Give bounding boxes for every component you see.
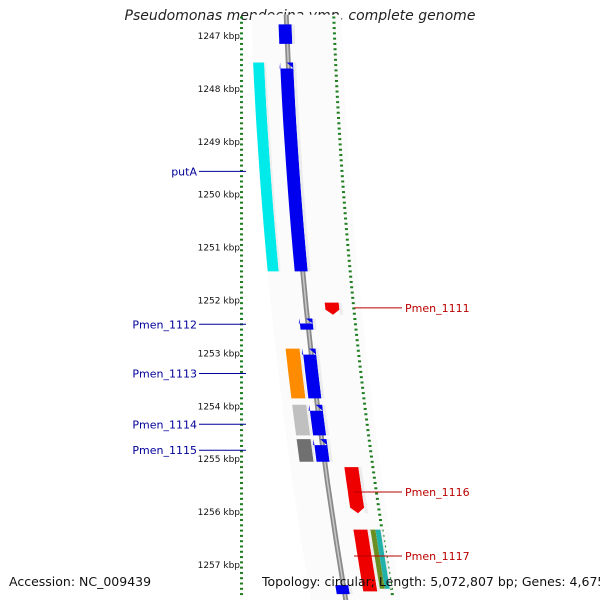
feature-block (375, 529, 390, 589)
gene-arrow-reverse (344, 467, 365, 514)
gene-arrow-forward (308, 404, 327, 436)
feature-block (296, 439, 314, 462)
topology-text: Topology: circular; Length: 5,072,807 bp… (262, 574, 600, 589)
gene-shade (291, 24, 296, 44)
gene-label-left: putA (171, 165, 197, 178)
gene-arrow-forward (279, 62, 308, 272)
gene-label-right: Pmen_1117 (405, 550, 470, 563)
scale-label: 1252 kbp (198, 297, 241, 307)
gene-shade (293, 62, 311, 272)
gene-arrow-reverse (324, 302, 340, 315)
gene-label-left: Pmen_1115 (132, 444, 197, 457)
scale-labels: 1247 kbp 1248 kbp 1249 kbp 1250 kbp 1251 kbp… (198, 32, 241, 571)
feature-block (253, 62, 279, 272)
gene-shade (326, 439, 333, 462)
gene-shade (322, 404, 330, 436)
feature-track (253, 62, 392, 589)
feature-block-shade (299, 348, 308, 399)
scale-label: 1250 kbp (198, 191, 241, 201)
gene-arrow-forward (278, 24, 293, 44)
gene-label-right: Pmen_1116 (405, 486, 470, 499)
scale-label: 1253 kbp (198, 349, 241, 359)
feature-block-shade (380, 529, 392, 589)
gene-shade (315, 348, 325, 399)
gene-shade (338, 302, 343, 315)
gene-label-right: Pmen_1111 (405, 302, 470, 315)
gene-arrow-forward (313, 439, 330, 462)
gene-label-left: Pmen_1112 (132, 318, 197, 331)
feature-block-shade (306, 404, 313, 436)
scale-label: 1256 kbp (198, 508, 241, 518)
feature-block-shade (310, 439, 316, 462)
scale-label: 1248 kbp (198, 85, 241, 95)
scale-label: 1249 kbp (198, 138, 241, 148)
feature-block-shade (264, 62, 281, 272)
scale-label: 1255 kbp (198, 455, 241, 465)
scale-label: 1251 kbp (198, 244, 241, 254)
gene-track (278, 24, 381, 595)
scale-label: 1257 kbp (198, 561, 241, 571)
feature-block (369, 529, 385, 589)
gene-labels: putA Pmen_1112 Pmen_1113 Pmen_1114 Pmen_1115… (132, 165, 469, 563)
feature-block (292, 404, 311, 436)
gene-label-left: Pmen_1114 (132, 418, 197, 431)
gene-shade (348, 585, 353, 595)
gene-arrow-forward (302, 348, 322, 399)
feature-block (285, 348, 306, 399)
gene-label-left: Pmen_1113 (132, 368, 197, 381)
gene-arrow-reverse (353, 529, 378, 592)
scale-label: 1254 kbp (198, 402, 241, 412)
gene-shade (367, 529, 381, 592)
gene-arrow-forward (298, 318, 314, 330)
gene-shade (312, 318, 317, 330)
gene-arrow-forward (335, 585, 350, 595)
accession-text: Accession: NC_009439 (9, 574, 152, 589)
gene-shade (358, 467, 368, 514)
scale-label: 1247 kbp (198, 32, 241, 42)
